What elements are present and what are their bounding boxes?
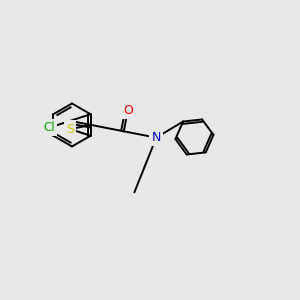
Text: O: O [123,104,133,117]
Text: Cl: Cl [43,121,55,134]
Text: N: N [152,131,161,144]
Text: S: S [66,123,74,136]
